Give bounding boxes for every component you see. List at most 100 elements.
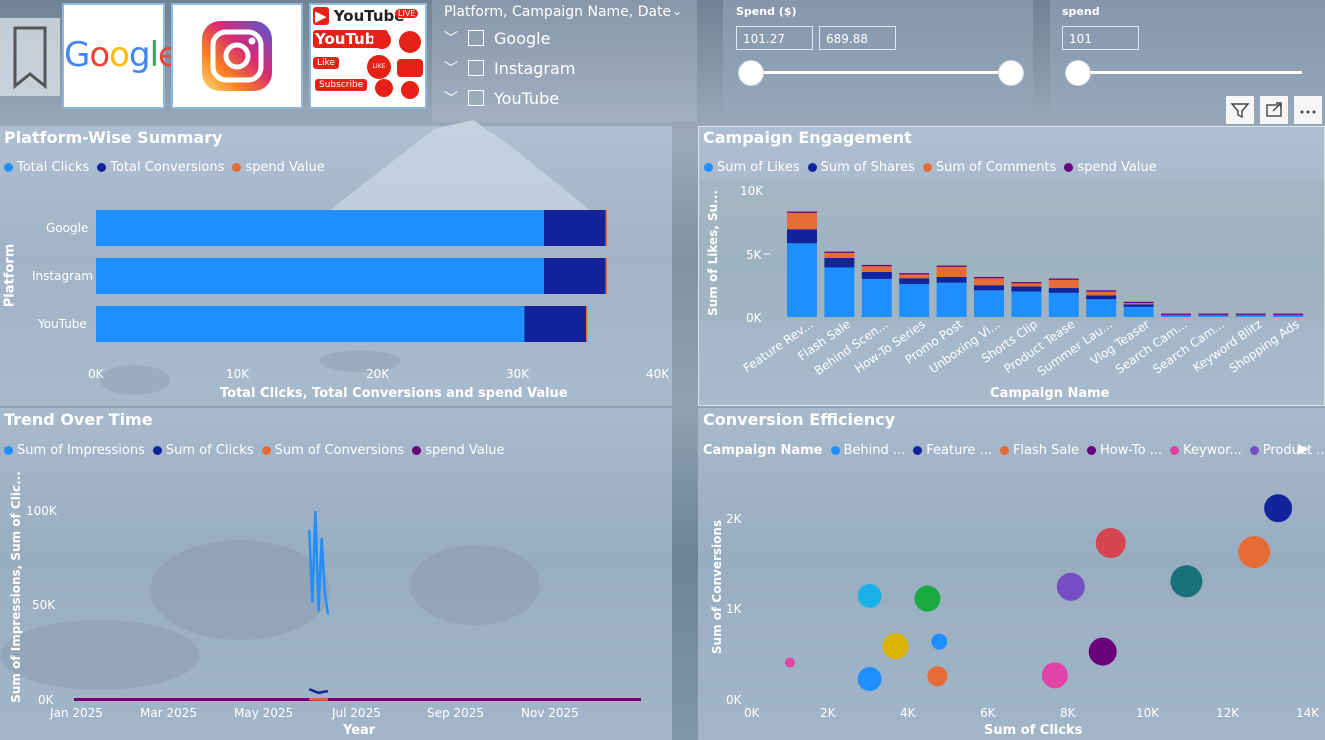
checkbox[interactable] xyxy=(468,90,484,106)
scatter-point xyxy=(1170,565,1203,598)
bar-segment xyxy=(787,212,817,230)
conversion-title: Conversion Efficiency xyxy=(703,410,896,429)
legend-item[interactable]: spend Value xyxy=(1064,160,1157,175)
legend-item[interactable]: spend Value xyxy=(232,160,325,175)
spend-slider-track[interactable] xyxy=(750,71,1012,74)
legend-item[interactable]: How-To ... xyxy=(1086,443,1162,458)
legend-item[interactable]: Feature ... xyxy=(913,443,992,458)
chevron-expand-icon[interactable]: ﹀ xyxy=(444,31,458,47)
bar-segment xyxy=(1235,313,1266,315)
legend-item[interactable]: Sum of Impressions xyxy=(4,443,145,458)
bar-segment xyxy=(1273,314,1304,316)
x-tick-label: May 2025 xyxy=(234,706,294,720)
spend-max-input[interactable]: 689.88 xyxy=(819,26,896,50)
trend-visual[interactable] xyxy=(0,408,672,740)
youtube-collage: ▶ YouTube LIVE YouTube Like LIKE Subscri… xyxy=(311,5,425,107)
bar-segment xyxy=(96,258,544,294)
spend-single-slicer[interactable] xyxy=(1050,0,1325,115)
platform-summary-legend: Total Clicks Total Conversions spend Val… xyxy=(4,160,325,175)
scatter-point xyxy=(914,585,941,612)
checkbox[interactable] xyxy=(468,60,484,76)
y-tick-label: 2K xyxy=(726,512,742,526)
legend-item[interactable]: Sum of Shares xyxy=(807,160,915,175)
legend-item[interactable]: Sum of Conversions xyxy=(261,443,404,458)
bar-segment xyxy=(1123,306,1154,317)
bar-segment xyxy=(1011,283,1042,287)
bar-segment xyxy=(1048,278,1079,280)
legend-item[interactable]: Sum of Clicks xyxy=(152,443,254,458)
platform-xaxis-title: Total Clicks, Total Conversions and spen… xyxy=(220,386,568,401)
x-tick-label: 20K xyxy=(366,367,390,381)
chevron-expand-icon[interactable]: ﹀ xyxy=(444,61,458,77)
scatter-point xyxy=(1095,527,1126,558)
x-tick-label: Nov 2025 xyxy=(521,706,579,720)
slicer-header: Platform, Campaign Name, Date xyxy=(444,4,672,20)
platform-slicer[interactable] xyxy=(432,0,697,122)
more-options-button[interactable] xyxy=(1294,96,1322,124)
legend-next-icon[interactable]: ▶ xyxy=(1298,441,1309,457)
series-line xyxy=(308,688,329,695)
x-tick-label: 14K xyxy=(1296,706,1320,720)
chevron-expand-icon[interactable]: ﹀ xyxy=(444,91,458,107)
slicer-item-youtube[interactable]: ﹀ YouTube xyxy=(444,88,559,108)
series-line xyxy=(307,510,330,615)
spend-single-track[interactable] xyxy=(1078,71,1302,74)
x-tick-label: 0K xyxy=(744,706,760,720)
legend-item[interactable]: Product ... xyxy=(1249,443,1325,458)
bar-segment xyxy=(899,273,930,275)
conversion-xaxis-title: Sum of Clicks xyxy=(984,723,1083,738)
legend-item[interactable]: Behind ... xyxy=(830,443,905,458)
bar-segment xyxy=(899,274,930,279)
bar-segment xyxy=(974,278,1004,286)
trend-xaxis-title: Year xyxy=(343,723,376,738)
spend-value-input[interactable]: 101 xyxy=(1062,26,1139,50)
legend-item[interactable]: Sum of Likes xyxy=(704,160,800,175)
filter-button[interactable] xyxy=(1226,96,1254,124)
bar-segment xyxy=(899,278,930,284)
bar-segment xyxy=(1198,315,1229,317)
legend-item[interactable]: Total Conversions xyxy=(97,160,224,175)
instagram-logo-tile[interactable] xyxy=(171,3,303,109)
slicer-item-instagram[interactable]: ﹀ Instagram xyxy=(444,58,575,78)
legend-item[interactable]: Flash Sale xyxy=(999,443,1079,458)
conversion-visual[interactable] xyxy=(698,408,1325,740)
legend-item[interactable]: Keywor... xyxy=(1170,443,1242,458)
bar-segment xyxy=(899,283,930,317)
bar-segment xyxy=(1161,314,1191,316)
legend-item[interactable]: spend Value xyxy=(412,443,505,458)
scatter-point xyxy=(1238,536,1271,569)
legend-item[interactable]: Sum of Comments xyxy=(922,160,1056,175)
bar-segment xyxy=(824,257,855,268)
bar-segment xyxy=(1086,299,1117,317)
spend-range-slicer[interactable] xyxy=(723,0,1033,115)
spend-min-input[interactable]: 101.27 xyxy=(736,26,813,50)
bookmark-button[interactable] xyxy=(0,18,60,96)
checkbox[interactable] xyxy=(468,30,484,46)
bar-segment xyxy=(605,210,607,246)
scatter-point xyxy=(857,667,882,691)
bar-segment xyxy=(787,243,817,317)
y-tick-label: 0K xyxy=(726,693,742,707)
bar-segment xyxy=(1235,315,1266,317)
y-tick-label: 50K xyxy=(32,598,56,612)
spend-single-handle[interactable] xyxy=(1065,60,1091,86)
google-logo-tile[interactable]: Google xyxy=(62,3,179,109)
y-tick-label: 100K xyxy=(26,504,57,518)
spend-single-title: spend xyxy=(1062,5,1100,18)
spend-slider-max-handle[interactable] xyxy=(998,60,1024,86)
slicer-item-label: Instagram xyxy=(494,58,576,78)
chevron-down-icon[interactable]: ⌄ xyxy=(672,4,683,18)
bar-segment xyxy=(1198,313,1229,315)
bar-segment xyxy=(1086,295,1117,300)
platform-bar-chart xyxy=(96,210,607,342)
scatter-point xyxy=(927,666,948,687)
trend-line-chart xyxy=(74,510,641,701)
bar-segment xyxy=(824,267,855,317)
filter-icon xyxy=(1230,103,1250,119)
youtube-logo-tile[interactable]: ▶ YouTube LIVE YouTube Like LIKE Subscri… xyxy=(309,3,427,109)
focus-mode-button[interactable] xyxy=(1260,96,1288,124)
bar-segment xyxy=(1161,315,1191,317)
legend-item[interactable]: Total Clicks xyxy=(4,160,89,175)
spend-slider-min-handle[interactable] xyxy=(738,60,764,86)
slicer-item-google[interactable]: ﹀ Google xyxy=(444,28,550,48)
